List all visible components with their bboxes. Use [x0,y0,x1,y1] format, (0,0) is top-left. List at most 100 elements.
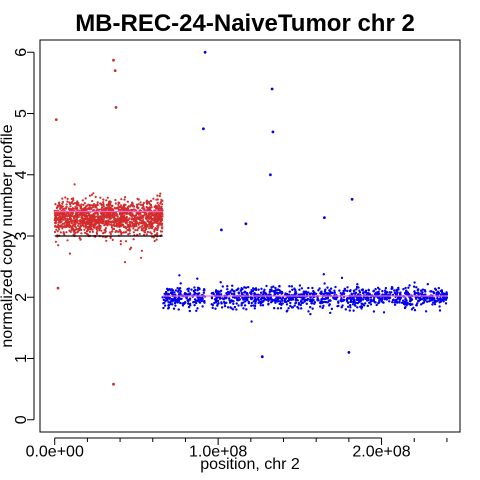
data-point [240,304,243,307]
data-point [84,197,87,200]
data-point [428,297,431,300]
data-point [291,298,295,301]
data-point [324,288,327,291]
data-point [74,215,77,218]
data-point [241,296,244,299]
data-point [54,240,58,243]
data-point [216,303,219,306]
data-point [132,214,135,217]
data-point [136,229,139,232]
data-point [294,298,297,301]
chart-title: MB-REC-24-NaiveTumor chr 2 [75,10,415,37]
data-point [122,206,125,209]
data-point [70,201,73,204]
data-point [218,297,222,300]
data-point [187,290,190,293]
data-point [61,227,64,230]
data-point [106,207,109,210]
data-point [68,215,71,218]
y-tick-label: 1 [13,354,30,363]
data-point [232,302,235,305]
data-point [409,303,412,306]
data-point [156,220,159,223]
data-point [349,304,352,307]
data-point [63,218,66,221]
data-point [66,239,69,242]
data-point [287,307,290,310]
data-point [341,304,344,307]
data-point [220,302,223,305]
data-point [61,197,64,200]
y-tick-label: 0 [13,415,30,424]
data-point [231,284,234,287]
data-point [117,208,120,211]
data-point [381,293,384,296]
data-point [417,299,420,303]
data-point [99,215,102,219]
data-point [103,212,106,215]
y-tick-label: 2 [13,293,30,302]
data-point [309,299,312,303]
data-point [95,226,98,229]
data-point [99,211,102,215]
data-point [147,220,150,223]
data-point [385,298,388,301]
data-point [221,306,224,309]
data-point [74,222,77,225]
data-point [227,291,230,294]
data-point [159,219,162,222]
data-point [297,303,300,306]
data-point [353,303,356,306]
data-point [281,296,285,299]
data-point [193,304,196,307]
data-point [202,291,205,294]
data-point [61,205,64,208]
data-point [78,204,81,207]
data-point [279,290,282,293]
data-point [357,293,360,296]
data-point [404,306,407,309]
data-point [79,219,82,222]
data-point [151,213,154,216]
data-point [144,229,147,232]
data-point [437,287,440,290]
data-point [130,218,133,221]
data-point [152,236,155,239]
data-point [286,293,289,296]
data-point [149,204,152,207]
data-point [237,304,240,307]
data-point [187,287,190,290]
data-point [96,215,100,218]
data-point [108,204,111,207]
data-point [235,308,238,311]
data-point [138,232,141,236]
data-point [375,303,378,307]
data-point [262,291,265,294]
data-point [71,212,74,215]
data-point [131,222,134,225]
data-point [219,281,222,284]
data-point [172,307,176,310]
data-point [405,304,408,307]
data-point [254,302,257,305]
data-point [329,299,332,302]
data-point [262,293,265,296]
data-point [301,301,304,304]
data-point [406,293,409,296]
data-point [193,286,196,289]
data-point [63,222,66,225]
data-point [132,231,135,234]
data-point [270,297,273,300]
data-point [148,223,151,226]
outlier-point [112,58,115,62]
data-point [326,297,329,300]
data-point [285,310,288,313]
data-point [82,207,85,210]
data-point [424,290,427,293]
data-point [388,297,391,300]
data-point [339,292,342,295]
data-point [179,301,182,305]
data-point [221,297,224,300]
data-point [260,287,263,290]
data-point [160,224,163,227]
